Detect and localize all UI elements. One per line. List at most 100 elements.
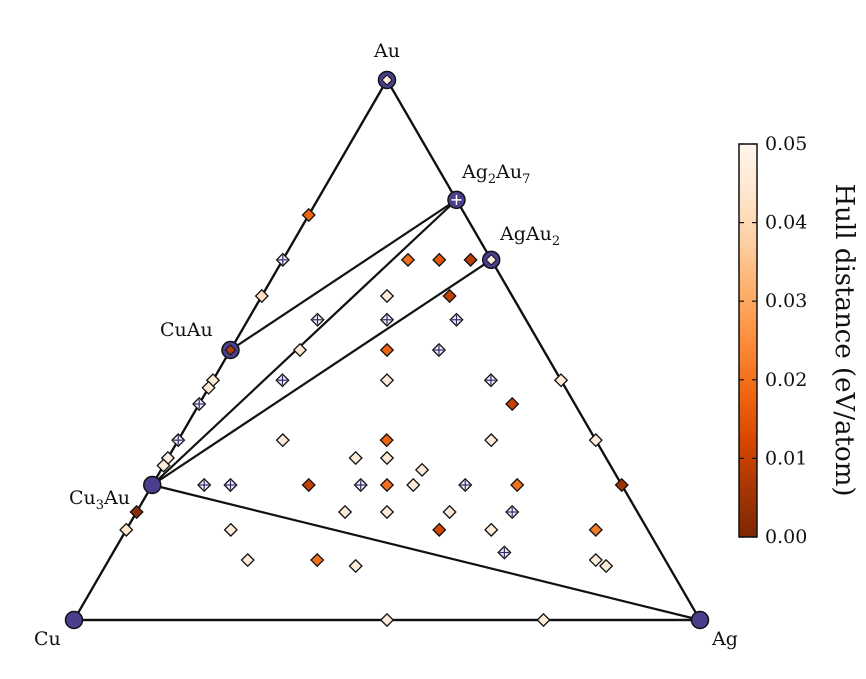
diamond-marker <box>275 433 290 448</box>
diamond-marker <box>598 558 614 574</box>
data-point <box>414 462 430 477</box>
data-point <box>337 504 353 520</box>
diamond-marker <box>510 477 525 493</box>
data-point <box>379 612 395 628</box>
hull-edge <box>455 199 493 261</box>
phase-marker-Ag <box>690 610 710 630</box>
data-point <box>484 522 499 537</box>
diamond-marker <box>348 450 363 466</box>
data-points <box>119 72 629 628</box>
diamond-marker <box>484 433 499 448</box>
data-point <box>240 552 255 568</box>
data-point <box>129 504 144 520</box>
data-point <box>254 288 269 304</box>
diamond-marker <box>553 373 569 388</box>
colorbar-tick-label: 0.00 <box>765 526 807 548</box>
colorbar-tick-label: 0.03 <box>765 290 807 312</box>
data-point <box>197 477 212 493</box>
diamond-marker <box>588 522 603 537</box>
hull-edge <box>229 198 458 351</box>
phase-marker-Cu <box>64 610 84 630</box>
diamond-marker <box>379 373 395 388</box>
phase-label-Au: Au <box>373 40 400 62</box>
data-point <box>275 252 290 267</box>
colorbar-tick-label: 0.02 <box>765 369 807 391</box>
data-point <box>432 252 447 267</box>
stable-phases <box>64 70 710 630</box>
diamond-marker <box>442 504 457 520</box>
diamond-marker <box>156 458 171 473</box>
diamond-marker <box>406 477 421 493</box>
data-point <box>379 504 395 520</box>
colorbar: 0.00 0.01 0.02 0.03 0.04 0.05 Hull distance (… <box>738 133 859 548</box>
data-point <box>458 477 473 493</box>
diamond-marker <box>310 552 325 568</box>
diamond-marker <box>400 252 416 267</box>
phase-label-Ag2Au7: Ag2Au7 <box>461 161 530 187</box>
data-point <box>510 477 525 493</box>
diamond-marker <box>505 396 520 412</box>
data-point <box>301 477 316 493</box>
hull-edge <box>151 483 701 622</box>
hull-edge <box>151 258 492 486</box>
diamond-marker <box>379 450 395 466</box>
phase-label-Ag: Ag <box>711 628 738 650</box>
data-point <box>598 558 614 574</box>
data-point <box>379 373 395 388</box>
colorbar-ticks: 0.00 0.01 0.02 0.03 0.04 0.05 <box>739 133 807 548</box>
diamond-marker <box>201 380 216 395</box>
data-point <box>432 522 447 537</box>
colorbar-tick-label: 0.01 <box>765 447 807 469</box>
data-point <box>505 504 520 520</box>
diamond-marker <box>588 433 603 448</box>
diamond-marker <box>432 252 447 267</box>
data-point <box>484 433 499 448</box>
hull-edge <box>386 79 458 201</box>
data-point <box>614 477 629 493</box>
phase-label-AgAu2: AgAu2 <box>499 223 560 249</box>
diamond-marker <box>379 433 394 448</box>
data-point <box>348 558 363 574</box>
data-point <box>536 612 551 628</box>
data-point <box>400 252 416 267</box>
diamond-marker <box>379 612 395 628</box>
data-point <box>275 433 290 448</box>
data-point <box>310 312 325 327</box>
diamond-marker <box>254 288 269 304</box>
data-point <box>379 433 394 448</box>
data-point <box>497 545 512 560</box>
data-point <box>192 396 207 412</box>
phase-marker-Cu3Au <box>143 475 162 495</box>
diamond-marker <box>379 477 395 493</box>
phase-label-CuAu: CuAu <box>160 319 213 341</box>
data-point <box>379 450 395 466</box>
data-point <box>275 373 290 388</box>
diamond-marker <box>442 288 457 304</box>
colorbar-tick-label: 0.04 <box>765 212 807 234</box>
diamond-marker <box>379 288 395 304</box>
data-point <box>379 312 395 327</box>
data-point <box>588 433 603 448</box>
data-point <box>588 522 603 537</box>
data-point <box>201 380 216 395</box>
diamond-marker <box>224 344 237 356</box>
data-point <box>449 312 464 327</box>
diamond-marker <box>379 342 395 358</box>
data-point <box>353 477 368 493</box>
data-point <box>379 342 395 358</box>
data-point <box>379 477 395 493</box>
data-point <box>483 373 499 388</box>
data-point <box>119 522 134 537</box>
data-point <box>442 504 457 520</box>
data-point <box>223 522 238 537</box>
diamond-marker <box>301 477 316 493</box>
diamond-marker <box>337 504 353 520</box>
data-point <box>292 342 308 358</box>
data-point <box>223 477 238 493</box>
hull-edge <box>151 199 458 486</box>
diamond-marker <box>129 504 144 520</box>
diamond-marker <box>119 522 134 537</box>
diamond-marker <box>240 552 255 568</box>
diamond-marker <box>484 522 499 537</box>
